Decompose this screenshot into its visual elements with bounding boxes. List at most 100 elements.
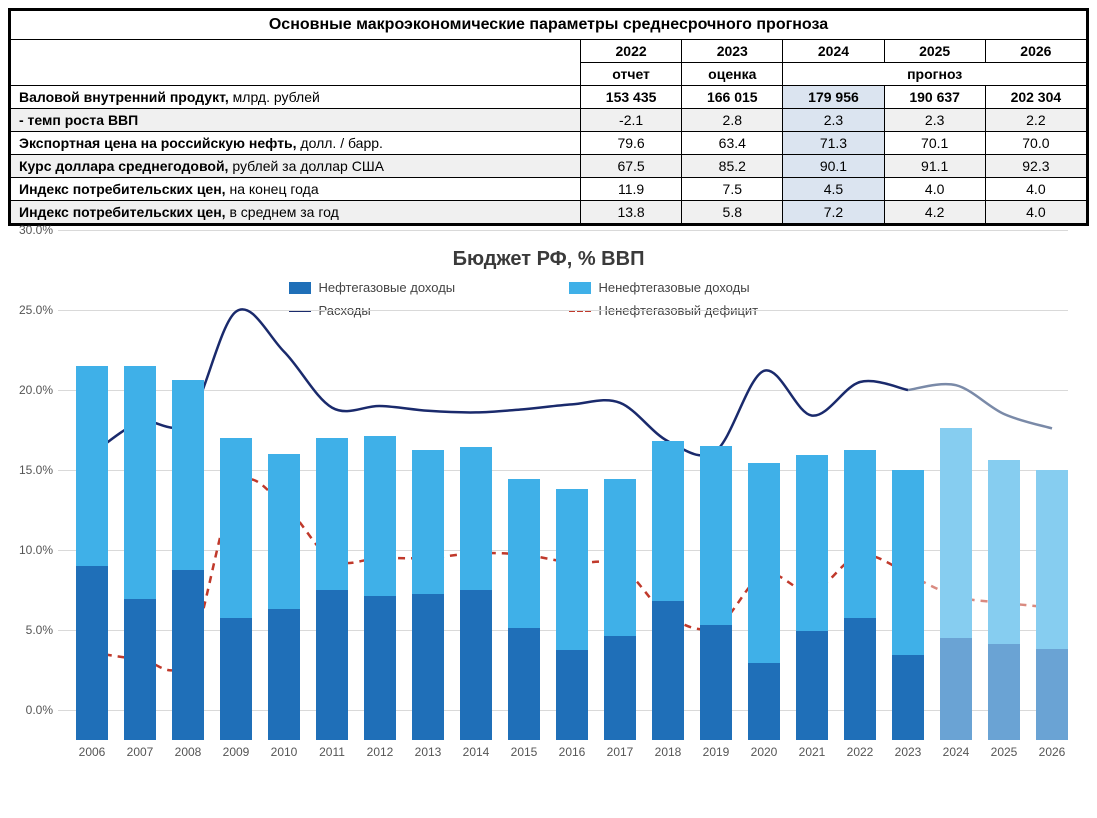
cell: 85.2 — [682, 155, 783, 178]
bar-non-oil-gas — [940, 428, 972, 638]
line-deficit — [92, 479, 908, 670]
sub-header: прогноз — [783, 63, 1087, 86]
table-row: Валовой внутренний продукт, млрд. рублей… — [11, 86, 1087, 109]
cell: 7.5 — [682, 178, 783, 201]
bar-non-oil-gas — [412, 450, 444, 594]
line-expenses-forecast — [908, 384, 1052, 428]
table-row: Индекс потребительских цен, в среднем за… — [11, 201, 1087, 224]
cell: 190 637 — [884, 86, 985, 109]
cell: 5.8 — [682, 201, 783, 224]
bar-group — [652, 441, 684, 740]
bar-group — [316, 438, 348, 740]
y-tick-label: 0.0% — [8, 703, 53, 717]
bar-group — [796, 455, 828, 740]
cell: -2.1 — [581, 109, 682, 132]
year-header: 2025 — [884, 40, 985, 63]
row-label: - темп роста ВВП — [11, 109, 581, 132]
bar-group — [76, 366, 108, 740]
x-tick-label: 2008 — [175, 745, 202, 759]
cell: 166 015 — [682, 86, 783, 109]
x-tick-label: 2019 — [703, 745, 730, 759]
x-tick-label: 2024 — [943, 745, 970, 759]
cell: 70.0 — [985, 132, 1086, 155]
bar-non-oil-gas — [796, 455, 828, 631]
x-tick-label: 2016 — [559, 745, 586, 759]
row-label: Экспортная цена на российскую нефть, дол… — [11, 132, 581, 155]
macro-table-inner: Основные макроэкономические параметры ср… — [10, 10, 1087, 224]
cell: 202 304 — [985, 86, 1086, 109]
x-tick-label: 2013 — [415, 745, 442, 759]
line-expenses — [92, 309, 908, 455]
cell: 63.4 — [682, 132, 783, 155]
row-label: Валовой внутренний продукт, млрд. рублей — [11, 86, 581, 109]
bar-non-oil-gas — [1036, 470, 1068, 649]
x-tick-label: 2018 — [655, 745, 682, 759]
year-header: 2023 — [682, 40, 783, 63]
budget-chart: Бюджет РФ, % ВВП Нефтегазовые доходы Рас… — [8, 230, 1089, 770]
bar-group — [844, 450, 876, 740]
bar-group — [124, 366, 156, 740]
macro-table: Основные макроэкономические параметры ср… — [8, 8, 1089, 226]
y-tick-label: 20.0% — [8, 383, 53, 397]
bar-oil-gas — [172, 570, 204, 740]
bar-non-oil-gas — [988, 460, 1020, 644]
bar-non-oil-gas — [700, 446, 732, 625]
sub-header: отчет — [581, 63, 682, 86]
bar-non-oil-gas — [556, 489, 588, 651]
bar-group — [988, 460, 1020, 740]
bar-oil-gas — [892, 655, 924, 740]
bar-non-oil-gas — [268, 454, 300, 609]
cell: 90.1 — [783, 155, 884, 178]
bar-oil-gas — [844, 618, 876, 740]
sub-header: оценка — [682, 63, 783, 86]
bar-oil-gas — [124, 599, 156, 740]
x-tick-label: 2009 — [223, 745, 250, 759]
row-label: Индекс потребительских цен, в среднем за… — [11, 201, 581, 224]
x-tick-label: 2006 — [79, 745, 106, 759]
bar-oil-gas — [748, 663, 780, 740]
bar-oil-gas — [556, 650, 588, 740]
bar-non-oil-gas — [316, 438, 348, 590]
bar-non-oil-gas — [364, 436, 396, 596]
bar-group — [700, 446, 732, 740]
bar-group — [172, 380, 204, 740]
bar-non-oil-gas — [508, 479, 540, 628]
bar-non-oil-gas — [748, 463, 780, 663]
bar-oil-gas — [604, 636, 636, 740]
x-tick-label: 2022 — [847, 745, 874, 759]
cell: 92.3 — [985, 155, 1086, 178]
cell: 67.5 — [581, 155, 682, 178]
bar-non-oil-gas — [460, 447, 492, 589]
cell: 2.3 — [783, 109, 884, 132]
cell: 91.1 — [884, 155, 985, 178]
x-tick-label: 2010 — [271, 745, 298, 759]
bar-oil-gas — [316, 590, 348, 740]
x-tick-label: 2021 — [799, 745, 826, 759]
bar-group — [508, 479, 540, 740]
bar-non-oil-gas — [892, 470, 924, 656]
bar-group — [940, 428, 972, 740]
year-header: 2026 — [985, 40, 1086, 63]
bar-oil-gas — [220, 618, 252, 740]
year-header: 2024 — [783, 40, 884, 63]
bar-non-oil-gas — [76, 366, 108, 566]
x-tick-label: 2023 — [895, 745, 922, 759]
cell: 4.2 — [884, 201, 985, 224]
bar-oil-gas — [940, 638, 972, 740]
bar-non-oil-gas — [172, 380, 204, 570]
bar-oil-gas — [364, 596, 396, 740]
cell: 79.6 — [581, 132, 682, 155]
bar-non-oil-gas — [604, 479, 636, 636]
cell: 2.8 — [682, 109, 783, 132]
x-tick-label: 2025 — [991, 745, 1018, 759]
bar-oil-gas — [652, 601, 684, 740]
cell: 4.5 — [783, 178, 884, 201]
bar-group — [1036, 470, 1068, 740]
bar-group — [364, 436, 396, 740]
bar-oil-gas — [460, 590, 492, 740]
bar-non-oil-gas — [844, 450, 876, 618]
cell: 4.0 — [985, 201, 1086, 224]
cell: 2.2 — [985, 109, 1086, 132]
cell: 71.3 — [783, 132, 884, 155]
x-tick-label: 2017 — [607, 745, 634, 759]
